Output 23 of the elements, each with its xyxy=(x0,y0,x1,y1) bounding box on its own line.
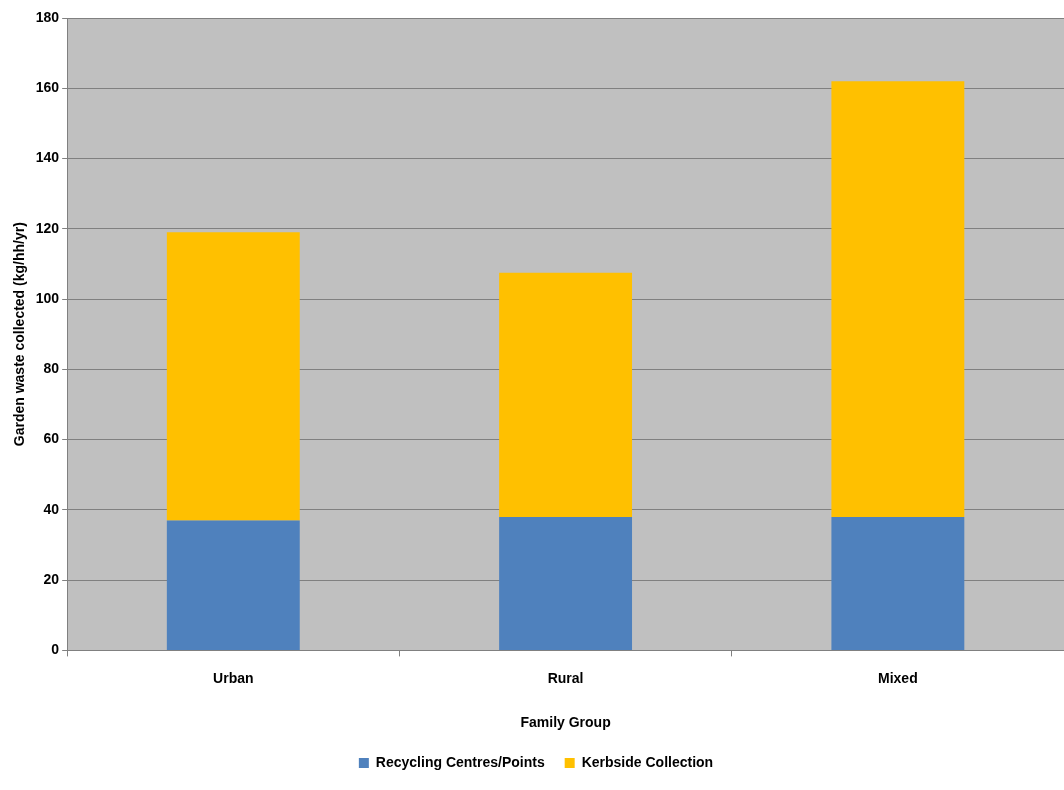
y-axis-title: Garden waste collected (kg/hh/yr) xyxy=(11,222,28,447)
bar xyxy=(499,272,633,517)
legend-label: Recycling Centres/Points xyxy=(375,753,545,770)
y-tick-label: 60 xyxy=(43,430,60,447)
y-tick-label: 40 xyxy=(43,500,60,517)
bar xyxy=(166,520,300,650)
x-tick-label: Urban xyxy=(213,669,254,686)
y-tick-label: 120 xyxy=(35,219,60,236)
bar xyxy=(831,81,965,517)
x-tick-label: Mixed xyxy=(878,669,918,686)
x-axis-title: Family Group xyxy=(520,714,611,731)
y-tick-label: 100 xyxy=(35,289,60,306)
x-tick-label: Rural xyxy=(547,669,584,686)
y-tick-label: 20 xyxy=(43,570,60,587)
y-tick-label: 140 xyxy=(35,149,60,166)
bar xyxy=(831,516,965,650)
y-tick-label: 0 xyxy=(51,641,60,658)
y-tick-label: 80 xyxy=(43,360,60,377)
bar xyxy=(499,516,633,650)
y-tick-label: 160 xyxy=(35,79,60,96)
bar xyxy=(166,232,300,521)
legend-label: Kerbside Collection xyxy=(581,753,714,770)
y-tick-label: 180 xyxy=(35,8,60,25)
